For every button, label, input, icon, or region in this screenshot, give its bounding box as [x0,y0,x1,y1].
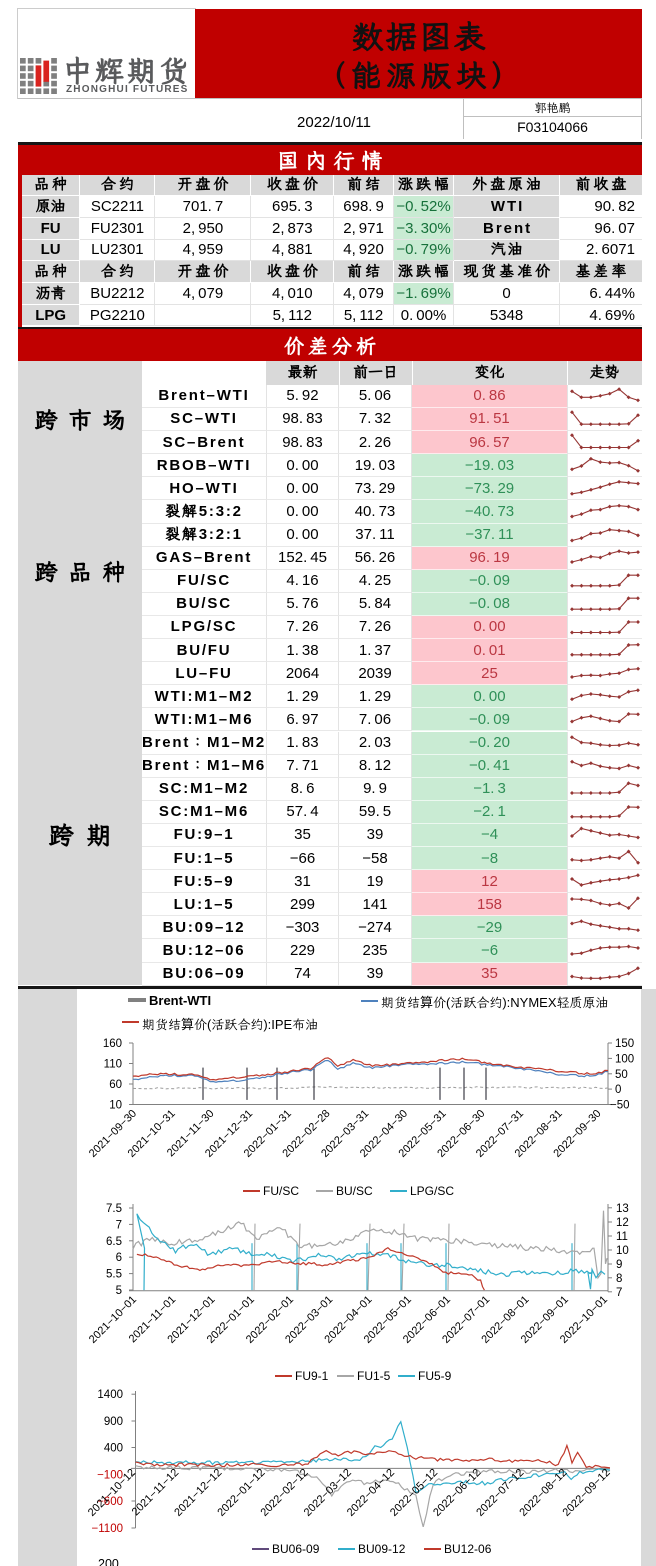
svg-text:7.5: 7.5 [106,1203,122,1215]
svg-text:11: 11 [616,1231,628,1243]
svg-text:13: 13 [616,1203,629,1215]
svg-text:7: 7 [116,1219,122,1231]
svg-text:9: 9 [616,1259,622,1271]
svg-text:110: 110 [104,1059,122,1071]
svg-text:160: 160 [103,1038,122,1050]
svg-text:100: 100 [615,1053,634,1065]
svg-text:5: 5 [116,1285,122,1297]
svg-text:150: 150 [615,1038,634,1050]
svg-text:10: 10 [109,1100,122,1112]
svg-text:6.5: 6.5 [106,1236,122,1248]
svg-text:5.5: 5.5 [106,1269,122,1281]
svg-text:−100: −100 [97,1469,123,1481]
svg-text:12: 12 [616,1217,629,1229]
svg-text:7: 7 [616,1287,622,1299]
svg-text:−50: −50 [610,1100,630,1112]
svg-text:50: 50 [615,1069,628,1081]
svg-text:200: 200 [98,1557,119,1566]
svg-text:1400: 1400 [97,1389,123,1401]
svg-text:8: 8 [616,1273,622,1285]
svg-text:400: 400 [104,1443,123,1455]
svg-text:0: 0 [615,1084,621,1096]
svg-text:−600: −600 [97,1496,123,1508]
svg-text:10: 10 [616,1245,629,1257]
svg-text:6: 6 [116,1252,122,1264]
svg-text:−1100: −1100 [92,1523,123,1535]
svg-text:900: 900 [104,1416,123,1428]
svg-text:60: 60 [109,1079,122,1091]
